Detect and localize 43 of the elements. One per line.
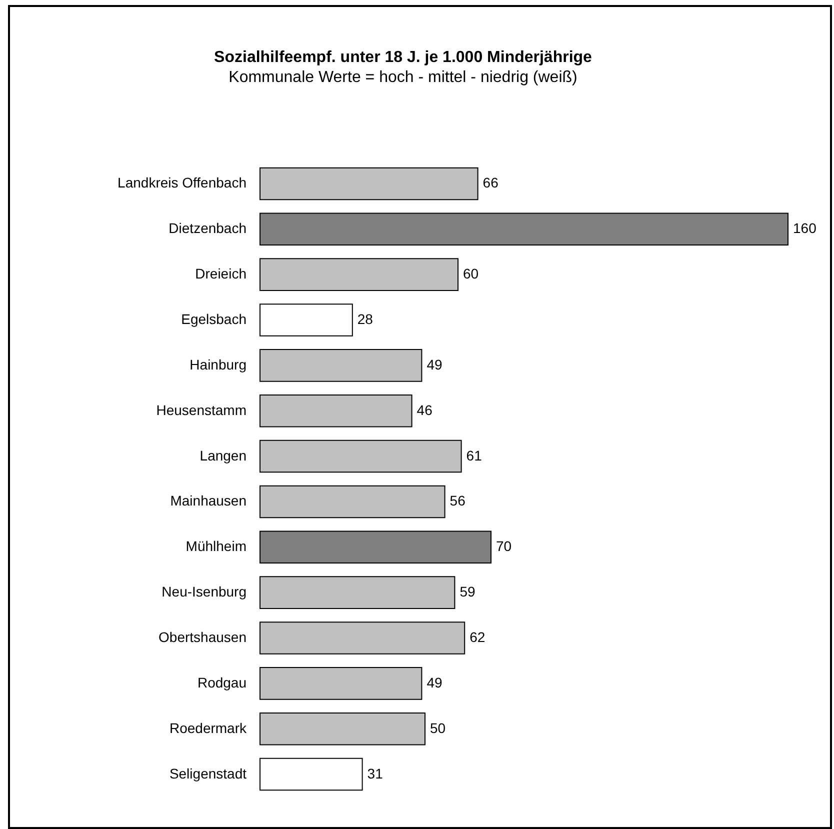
data-label: 28 [357,311,374,327]
data-label: 62 [470,629,486,645]
data-label: 66 [482,174,499,191]
y-tick-label: Roedermark [169,720,248,736]
data-label: 49 [426,356,442,372]
y-tick-label: Mainhausen [170,492,246,509]
y-tick-label: Rodgau [197,674,246,690]
data-label: 56 [450,492,466,509]
data-label: 61 [466,447,482,464]
y-tick-label: Dietzenbach [168,220,246,236]
data-label: 60 [463,266,479,282]
y-tick-label: Neu-Isenburg [162,584,246,600]
chart-title: Sozialhilfeempf. unter 18 J. je 1.000 Minderjährige [214,49,592,66]
y-tick-label: Seligenstadt [169,765,247,782]
y-tick-label: Obertshausen [158,629,246,645]
data-label: 70 [496,538,512,554]
y-tick-label: Mühlheim [186,538,246,554]
data-label: 59 [460,584,476,600]
y-tick-label: Dreieich [195,266,246,282]
bar [260,667,422,700]
bar [260,622,466,654]
bar [260,394,412,428]
data-label: 46 [416,402,433,418]
chart-subtitle: Kommunale Werte = hoch - mittel - niedrig (weiß) [228,69,578,86]
bar [260,212,788,246]
bar [260,712,426,746]
y-tick-label: Heusenstamm [156,402,246,418]
data-label: 31 [367,765,384,782]
bar [260,349,422,382]
bar [260,485,446,518]
y-tick-label: Egelsbach [181,311,246,327]
y-tick-label: Landkreis Offenbach [118,174,246,191]
data-label: 50 [430,720,446,736]
y-tick-label: Hainburg [190,356,246,372]
bar [260,304,353,336]
bar [260,258,458,291]
bar [260,440,462,473]
data-label: 49 [426,674,442,690]
data-label: 160 [793,220,817,236]
bar [260,576,456,609]
bar [260,530,492,564]
y-tick-label: Langen [200,447,246,464]
bar [260,758,363,791]
